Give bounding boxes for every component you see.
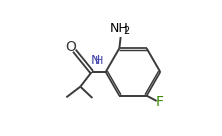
Text: H: H <box>95 56 103 66</box>
Text: NH: NH <box>110 22 129 35</box>
Text: O: O <box>65 40 76 54</box>
Text: F: F <box>155 95 163 109</box>
Text: N: N <box>91 54 100 67</box>
Text: 2: 2 <box>123 26 129 36</box>
